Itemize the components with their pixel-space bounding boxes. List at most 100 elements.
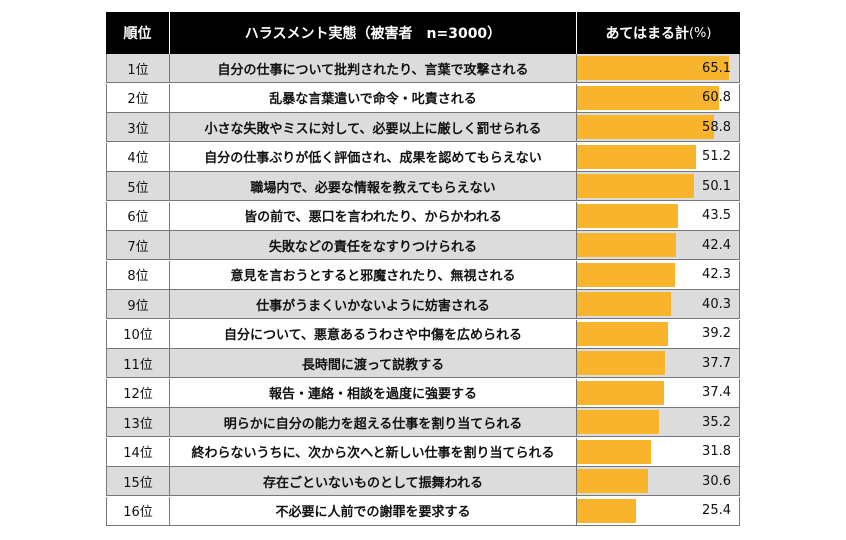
row-rank: 13位	[106, 408, 170, 437]
row-item: 長時間に渡って説教する	[170, 349, 577, 378]
table-row: 7位 失敗などの責任をなすりつけられる 42.4	[106, 231, 740, 260]
row-item: 仕事がうまくいかないように妨害される	[170, 290, 577, 319]
row-rank: 1位	[106, 54, 170, 83]
row-item: 自分について、悪意あるうわさや中傷を広められる	[170, 319, 577, 349]
bar	[577, 233, 676, 257]
table-row: 11位 長時間に渡って説教する 37.7	[106, 349, 740, 378]
row-value-cell: 25.4	[577, 496, 740, 526]
row-item: 存在ごといないものとして振舞われる	[170, 467, 577, 496]
bar	[577, 439, 652, 464]
row-item: 自分の仕事について批判されたり、言葉で攻撃される	[170, 54, 577, 83]
bar	[577, 174, 694, 198]
table-row: 9位 仕事がうまくいかないように妨害される 40.3	[106, 290, 740, 319]
bar	[577, 115, 714, 139]
table-row: 15位 存在ごといないものとして振舞われる 30.6	[106, 467, 740, 496]
row-rank: 15位	[106, 467, 170, 496]
table-row: 12位 報告・連絡・相談を過度に強要する 37.4	[106, 378, 740, 408]
bar	[577, 351, 665, 375]
table-row: 1位 自分の仕事について批判されたり、言葉で攻撃される 65.1	[106, 54, 740, 83]
row-value-cell: 43.5	[577, 201, 740, 231]
row-value-cell: 51.2	[577, 142, 740, 172]
bar	[577, 56, 729, 80]
data-label: 42.4	[702, 237, 731, 253]
row-item: 明らかに自分の能力を超える仕事を割り当てられる	[170, 408, 577, 437]
table-row: 8位 意見を言おうとすると邪魔されたり、無視される 42.3	[106, 260, 740, 290]
bar	[577, 469, 649, 493]
row-item: 終わらないうちに、次から次へと新しい仕事を割り当てられる	[170, 437, 577, 467]
row-value-cell: 31.8	[577, 437, 740, 467]
row-item: 小さな失敗やミスに対して、必要以上に厳しく罰せられる	[170, 113, 577, 142]
row-rank: 4位	[106, 142, 170, 172]
row-value-cell: 37.7	[577, 349, 740, 378]
header-unit: (%)	[688, 25, 712, 41]
row-value-cell: 42.4	[577, 231, 740, 260]
bar	[577, 410, 659, 434]
row-rank: 9位	[106, 290, 170, 319]
data-label: 40.3	[702, 296, 731, 312]
header-item: ハラスメント実態（被害者 n=3000）	[170, 12, 577, 54]
table-row: 6位 皆の前で、悪口を言われたり、からかわれる 43.5	[106, 201, 740, 231]
row-rank: 7位	[106, 231, 170, 260]
data-label: 42.3	[702, 267, 731, 282]
data-label: 60.8	[702, 90, 731, 105]
row-value-cell: 60.8	[577, 83, 740, 113]
row-rank: 5位	[106, 172, 170, 201]
table-row: 2位 乱暴な言葉遣いで命令・叱責される 60.8	[106, 83, 740, 113]
row-rank: 16位	[106, 496, 170, 526]
bar	[577, 498, 637, 523]
bar	[577, 321, 669, 346]
data-label: 58.8	[702, 119, 731, 135]
table-row: 13位 明らかに自分の能力を超える仕事を割り当てられる 35.2	[106, 408, 740, 437]
row-rank: 6位	[106, 201, 170, 231]
row-value-cell: 37.4	[577, 378, 740, 408]
row-item: 報告・連絡・相談を過度に強要する	[170, 378, 577, 408]
row-value-cell: 58.8	[577, 113, 740, 142]
data-label: 39.2	[702, 326, 731, 341]
row-rank: 8位	[106, 260, 170, 290]
row-rank: 14位	[106, 437, 170, 467]
table-row: 4位 自分の仕事ぶりが低く評価され、成果を認めてもらえない 51.2	[106, 142, 740, 172]
data-label: 37.7	[702, 355, 731, 371]
row-rank: 3位	[106, 113, 170, 142]
data-label: 35.2	[702, 414, 731, 430]
row-value-cell: 42.3	[577, 260, 740, 290]
row-rank: 12位	[106, 378, 170, 408]
header-value: あてはまる計 (%)	[577, 12, 740, 54]
table-header: 順位 ハラスメント実態（被害者 n=3000） あてはまる計 (%)	[106, 12, 740, 54]
data-label: 30.6	[702, 473, 731, 489]
header-rank: 順位	[106, 12, 170, 54]
row-item: 職場内で、必要な情報を教えてもらえない	[170, 172, 577, 201]
row-item: 失敗などの責任をなすりつけられる	[170, 231, 577, 260]
data-label: 65.1	[702, 60, 731, 76]
data-label: 51.2	[702, 149, 731, 164]
row-item: 皆の前で、悪口を言われたり、からかわれる	[170, 201, 577, 231]
row-rank: 11位	[106, 349, 170, 378]
bar	[577, 144, 697, 169]
table-row: 3位 小さな失敗やミスに対して、必要以上に厳しく罰せられる 58.8	[106, 113, 740, 142]
bar	[577, 203, 679, 228]
row-item: 自分の仕事ぶりが低く評価され、成果を認めてもらえない	[170, 142, 577, 172]
table-row: 16位 不必要に人前での謝罪を要求する 25.4	[106, 496, 740, 526]
row-value-cell: 65.1	[577, 54, 740, 83]
bar	[577, 380, 665, 405]
row-value-cell: 35.2	[577, 408, 740, 437]
row-rank: 10位	[106, 319, 170, 349]
data-label: 37.4	[702, 385, 731, 400]
data-label: 43.5	[702, 208, 731, 223]
data-label: 31.8	[702, 444, 731, 459]
bar	[577, 292, 671, 316]
table-row: 5位 職場内で、必要な情報を教えてもらえない 50.1	[106, 172, 740, 201]
row-value-cell: 50.1	[577, 172, 740, 201]
row-value-cell: 40.3	[577, 290, 740, 319]
row-rank: 2位	[106, 83, 170, 113]
row-item: 意見を言おうとすると邪魔されたり、無視される	[170, 260, 577, 290]
data-label: 50.1	[702, 178, 731, 194]
table-row: 14位 終わらないうちに、次から次へと新しい仕事を割り当てられる 31.8	[106, 437, 740, 467]
row-value-cell: 30.6	[577, 467, 740, 496]
bar	[577, 262, 676, 287]
row-item: 不必要に人前での謝罪を要求する	[170, 496, 577, 526]
row-item: 乱暴な言葉遣いで命令・叱責される	[170, 83, 577, 113]
data-label: 25.4	[702, 503, 731, 518]
header-value-label: あてはまる計	[605, 26, 689, 42]
row-value-cell: 39.2	[577, 319, 740, 349]
